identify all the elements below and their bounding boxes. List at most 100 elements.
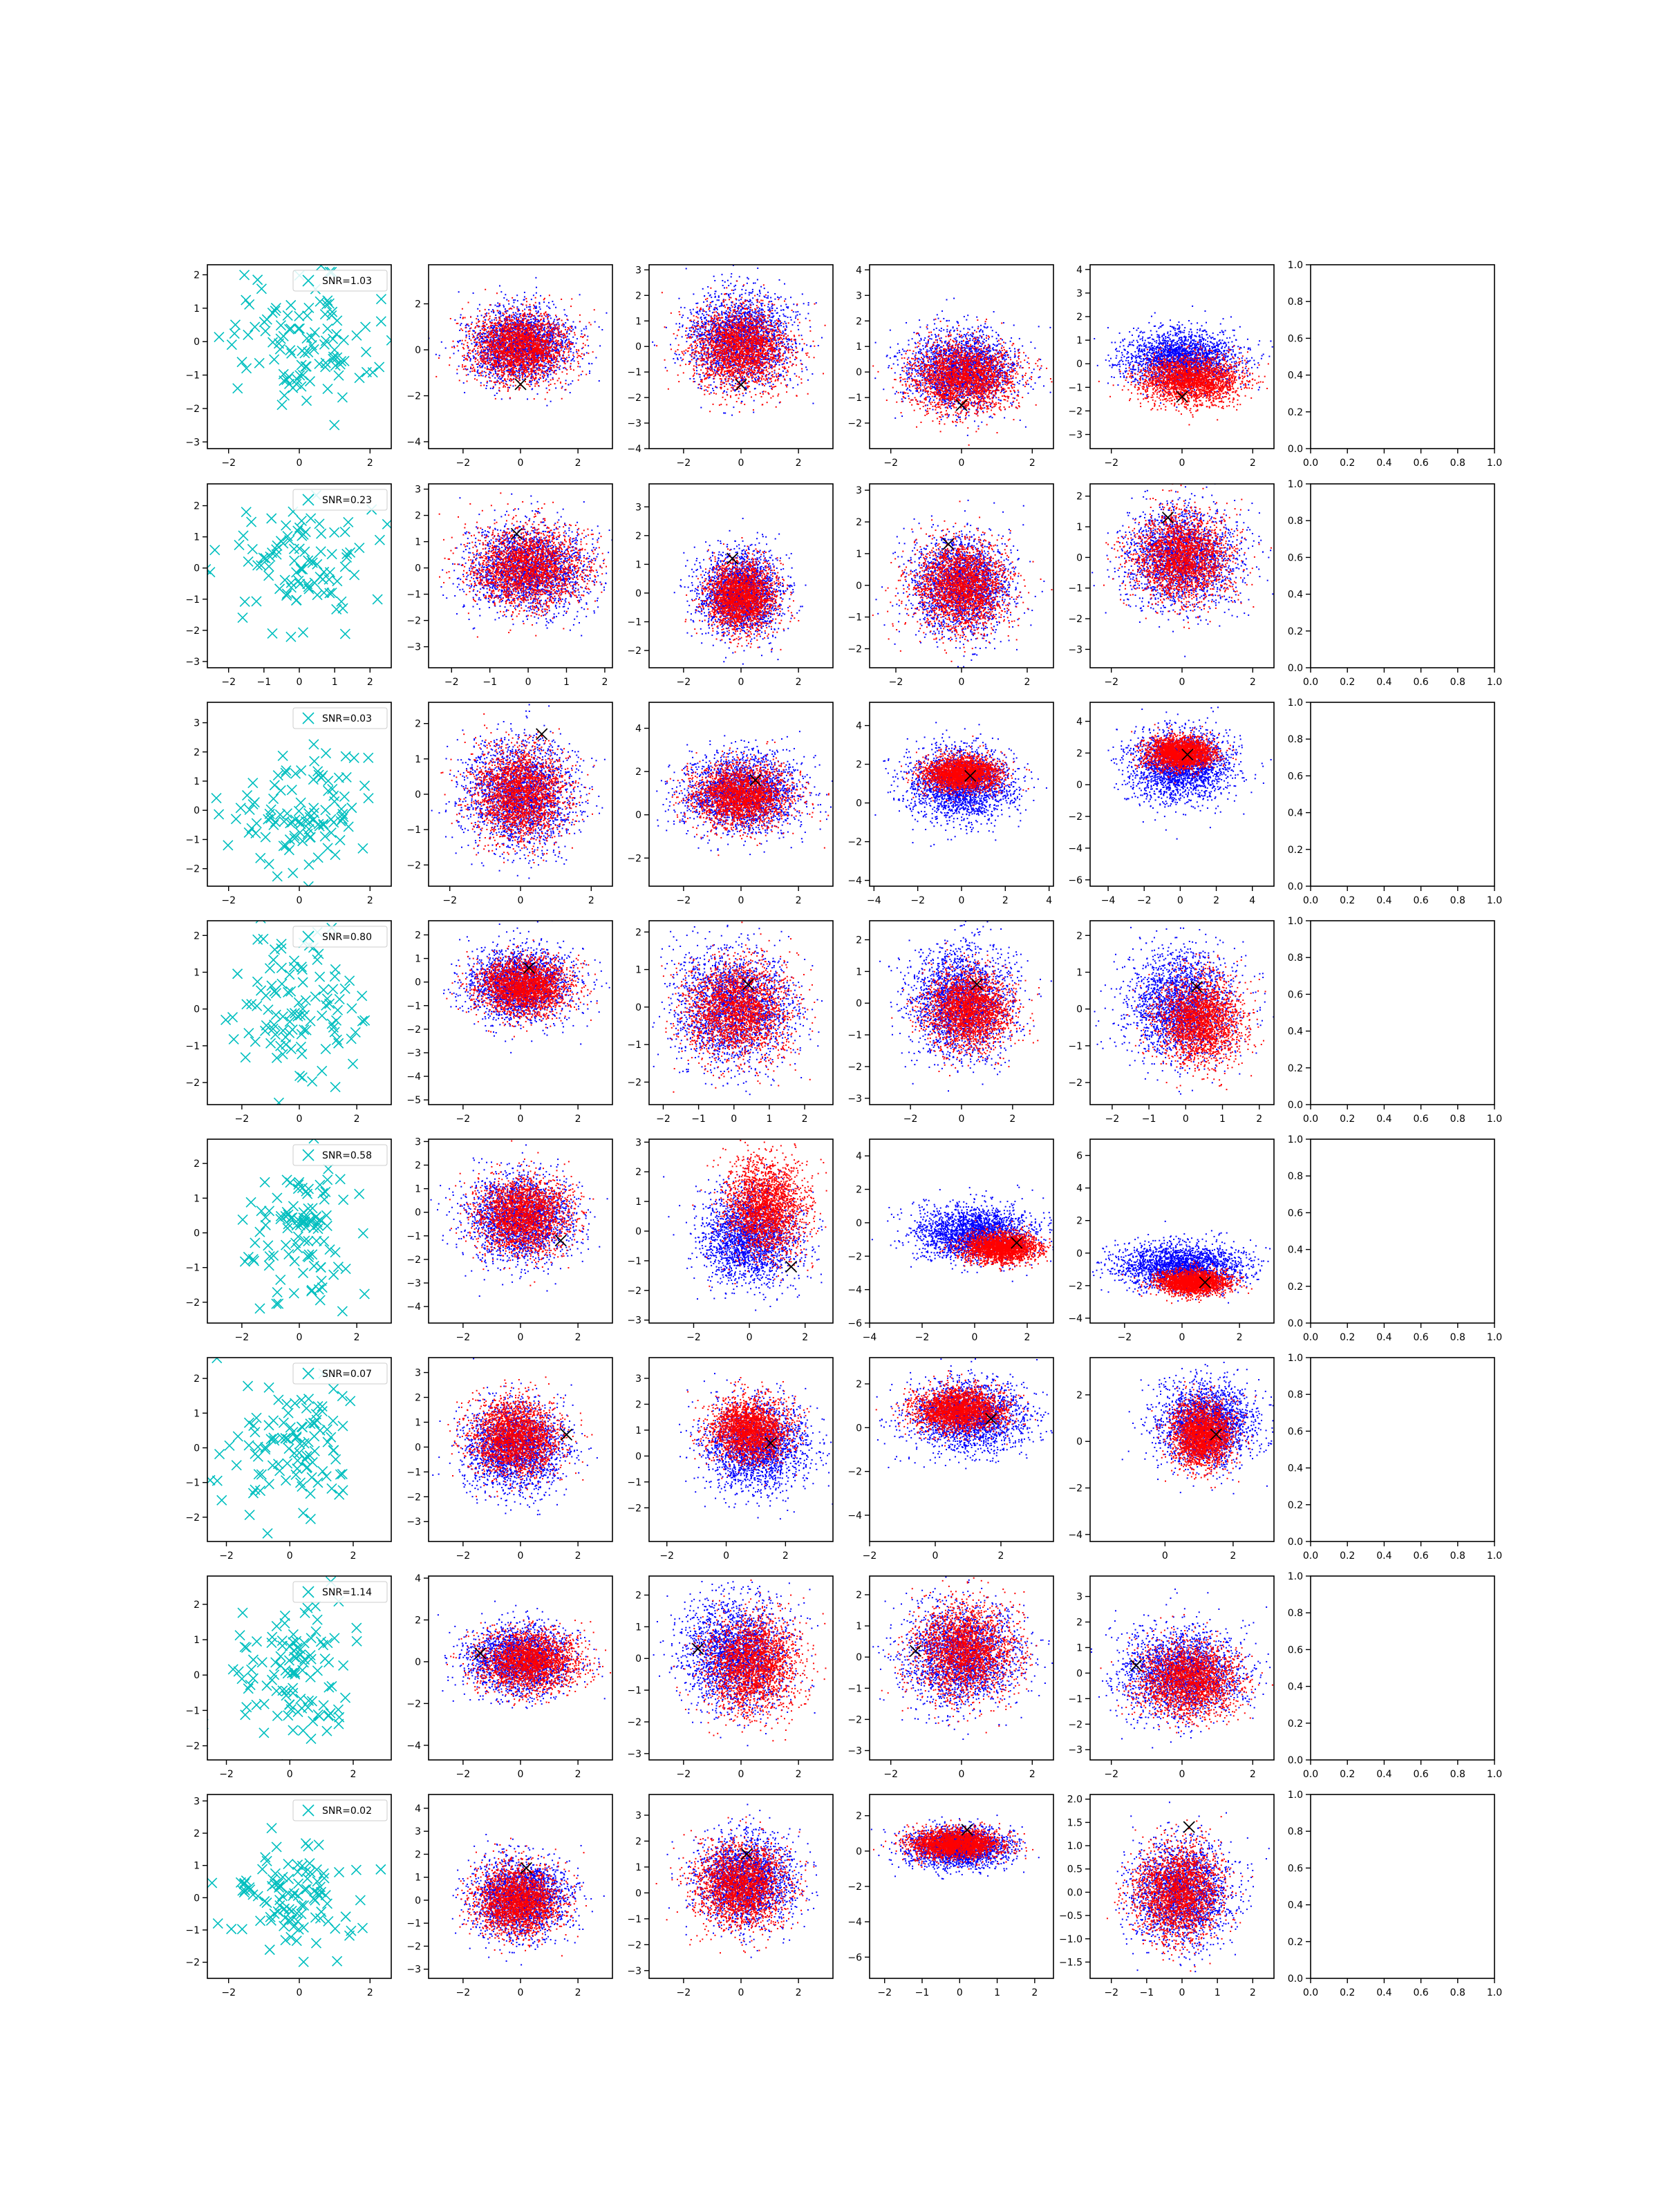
red-point <box>580 336 581 337</box>
red-point <box>525 337 526 338</box>
red-point <box>544 366 545 367</box>
red-point <box>555 357 556 358</box>
blue-point <box>553 304 554 306</box>
blue-point <box>485 388 487 389</box>
red-point <box>554 365 555 366</box>
red-point <box>482 355 484 356</box>
red-point <box>512 370 513 371</box>
red-point <box>507 389 509 391</box>
red-point <box>537 329 538 330</box>
red-point <box>488 348 489 350</box>
blue-point <box>565 322 566 324</box>
red-point <box>501 371 503 373</box>
red-point <box>463 344 465 345</box>
red-point <box>543 340 545 341</box>
red-point <box>536 319 538 320</box>
red-point <box>521 337 522 339</box>
x-tick-label: 0 <box>297 458 303 469</box>
blue-point <box>744 306 745 307</box>
red-point <box>521 317 522 319</box>
red-point <box>495 349 496 350</box>
red-point <box>570 306 572 307</box>
red-point <box>542 366 543 367</box>
x-tick-label: −2 <box>456 458 471 469</box>
blue-point <box>540 308 541 310</box>
red-point <box>583 347 584 348</box>
red-point <box>523 319 525 321</box>
blue-point <box>509 379 510 381</box>
red-point <box>583 343 584 344</box>
blue-point <box>556 316 557 317</box>
red-point <box>556 352 557 353</box>
red-point <box>527 340 529 341</box>
blue-point <box>527 398 528 400</box>
red-point <box>504 339 505 340</box>
red-point <box>516 317 517 319</box>
blue-point <box>583 328 585 330</box>
y-tick-label: 0 <box>415 345 421 356</box>
red-point <box>553 322 554 324</box>
red-point <box>509 342 511 344</box>
red-point <box>451 346 453 348</box>
blue-point <box>445 348 447 349</box>
red-point <box>507 331 508 332</box>
red-point <box>494 365 495 366</box>
red-point <box>524 326 525 327</box>
red-point <box>486 324 487 325</box>
red-point <box>485 326 486 327</box>
red-point <box>483 339 485 340</box>
red-point <box>582 337 583 338</box>
blue-point <box>677 359 679 360</box>
blue-point <box>786 341 787 342</box>
red-point <box>483 348 485 350</box>
blue-point <box>532 318 534 319</box>
red-point <box>471 371 473 372</box>
red-point <box>498 322 500 324</box>
red-point <box>513 344 514 346</box>
red-point <box>485 376 486 377</box>
blue-point <box>690 312 691 313</box>
red-point <box>507 364 508 365</box>
red-point <box>507 350 508 352</box>
red-point <box>519 351 521 353</box>
red-point <box>561 332 562 333</box>
red-point <box>556 355 558 357</box>
red-point <box>535 378 536 379</box>
red-point <box>495 369 496 371</box>
red-point <box>491 330 493 331</box>
blue-point <box>474 341 475 343</box>
blue-point <box>503 297 505 299</box>
blue-point <box>687 335 688 336</box>
red-point <box>521 320 523 321</box>
red-point <box>503 364 505 366</box>
blue-point <box>487 346 489 348</box>
red-point <box>526 321 527 323</box>
blue-point <box>529 306 531 308</box>
blue-point <box>752 289 753 290</box>
blue-point <box>496 393 498 394</box>
red-point <box>536 382 537 383</box>
red-point <box>546 346 547 347</box>
blue-point <box>464 392 465 393</box>
blue-point <box>526 306 527 308</box>
red-point <box>517 359 518 360</box>
blue-point <box>535 277 536 279</box>
red-point <box>512 373 514 374</box>
red-point <box>489 318 490 319</box>
red-point <box>526 335 527 337</box>
red-point <box>498 373 499 375</box>
blue-point <box>579 366 581 368</box>
blue-point <box>514 318 515 319</box>
red-point <box>510 378 512 379</box>
red-point <box>509 327 511 328</box>
blue-point <box>512 385 514 386</box>
red-point <box>503 333 505 335</box>
red-point <box>484 346 485 347</box>
red-point <box>525 330 526 331</box>
blue-point <box>531 299 532 300</box>
red-point <box>566 373 568 375</box>
blue-point <box>534 371 535 372</box>
blue-point <box>524 315 525 317</box>
x-tick-label: −2 <box>221 458 236 469</box>
red-point <box>543 381 544 382</box>
